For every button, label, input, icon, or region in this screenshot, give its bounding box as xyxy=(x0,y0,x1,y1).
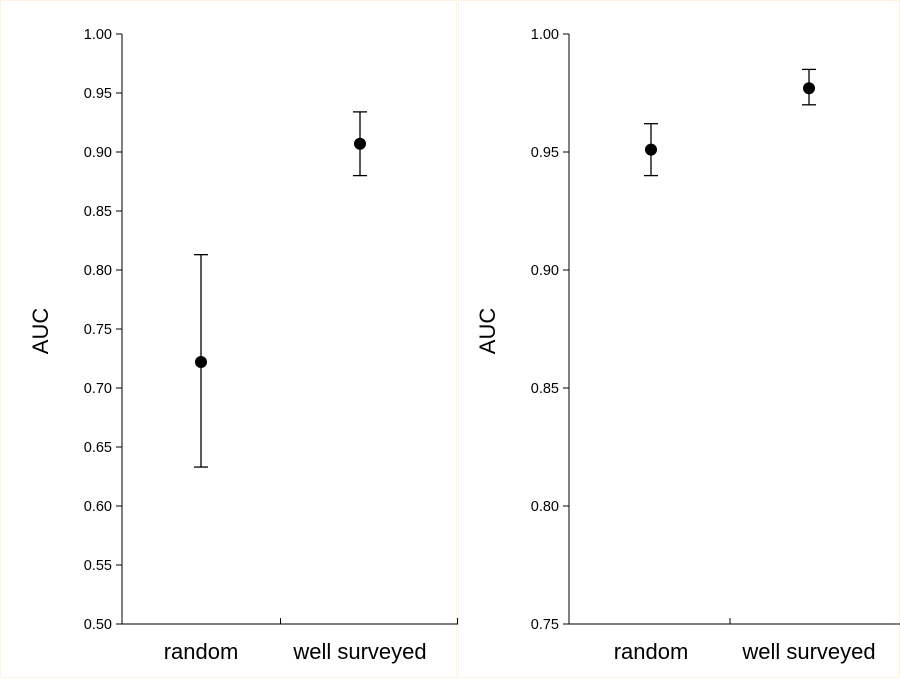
chart-left: 0.50 0.55 0.60 0.65 0.70 0.75 0.80 0.85 0.90 0.95… xyxy=(28,27,458,664)
y-tick-label: 0.60 xyxy=(84,499,112,515)
chart-right: 0.75 0.80 0.85 0.90 0.95 1.00 random well surve… xyxy=(475,27,900,664)
y-tick-label: 0.95 xyxy=(531,145,559,161)
y-tick-label: 0.85 xyxy=(531,381,559,397)
chart-panel-left: 0.50 0.55 0.60 0.65 0.70 0.75 0.80 0.85 0.90 0.95… xyxy=(0,0,458,678)
y-tick-label: 0.85 xyxy=(84,204,112,220)
y-tick-label: 0.75 xyxy=(531,617,559,633)
y-tick-label: 1.00 xyxy=(84,27,112,43)
data-point xyxy=(195,356,207,369)
y-tick-label: 0.55 xyxy=(84,558,112,574)
y-tick-label: 0.90 xyxy=(84,145,112,161)
chart-panel-right: 0.75 0.80 0.85 0.90 0.95 1.00 random well surve… xyxy=(458,0,900,678)
y-tick-label: 0.80 xyxy=(84,263,112,279)
x-category-label: random xyxy=(164,639,239,664)
y-tick-label: 0.75 xyxy=(84,322,112,338)
x-category-label: well surveyed xyxy=(741,639,875,664)
x-category-label: well surveyed xyxy=(292,639,426,664)
y-tick-label: 1.00 xyxy=(531,27,559,43)
data-point xyxy=(803,82,815,95)
y-tick-label: 0.50 xyxy=(84,617,112,633)
y-tick-label: 0.70 xyxy=(84,381,112,397)
y-axis-label: AUC xyxy=(28,308,53,355)
x-category-label: random xyxy=(614,639,689,664)
y-tick-label: 0.65 xyxy=(84,440,112,456)
y-tick-label: 0.90 xyxy=(531,263,559,279)
y-tick-label: 0.95 xyxy=(84,86,112,102)
data-point xyxy=(354,137,366,150)
data-point xyxy=(645,143,657,156)
y-tick-label: 0.80 xyxy=(531,499,559,515)
y-axis-label: AUC xyxy=(475,308,500,355)
